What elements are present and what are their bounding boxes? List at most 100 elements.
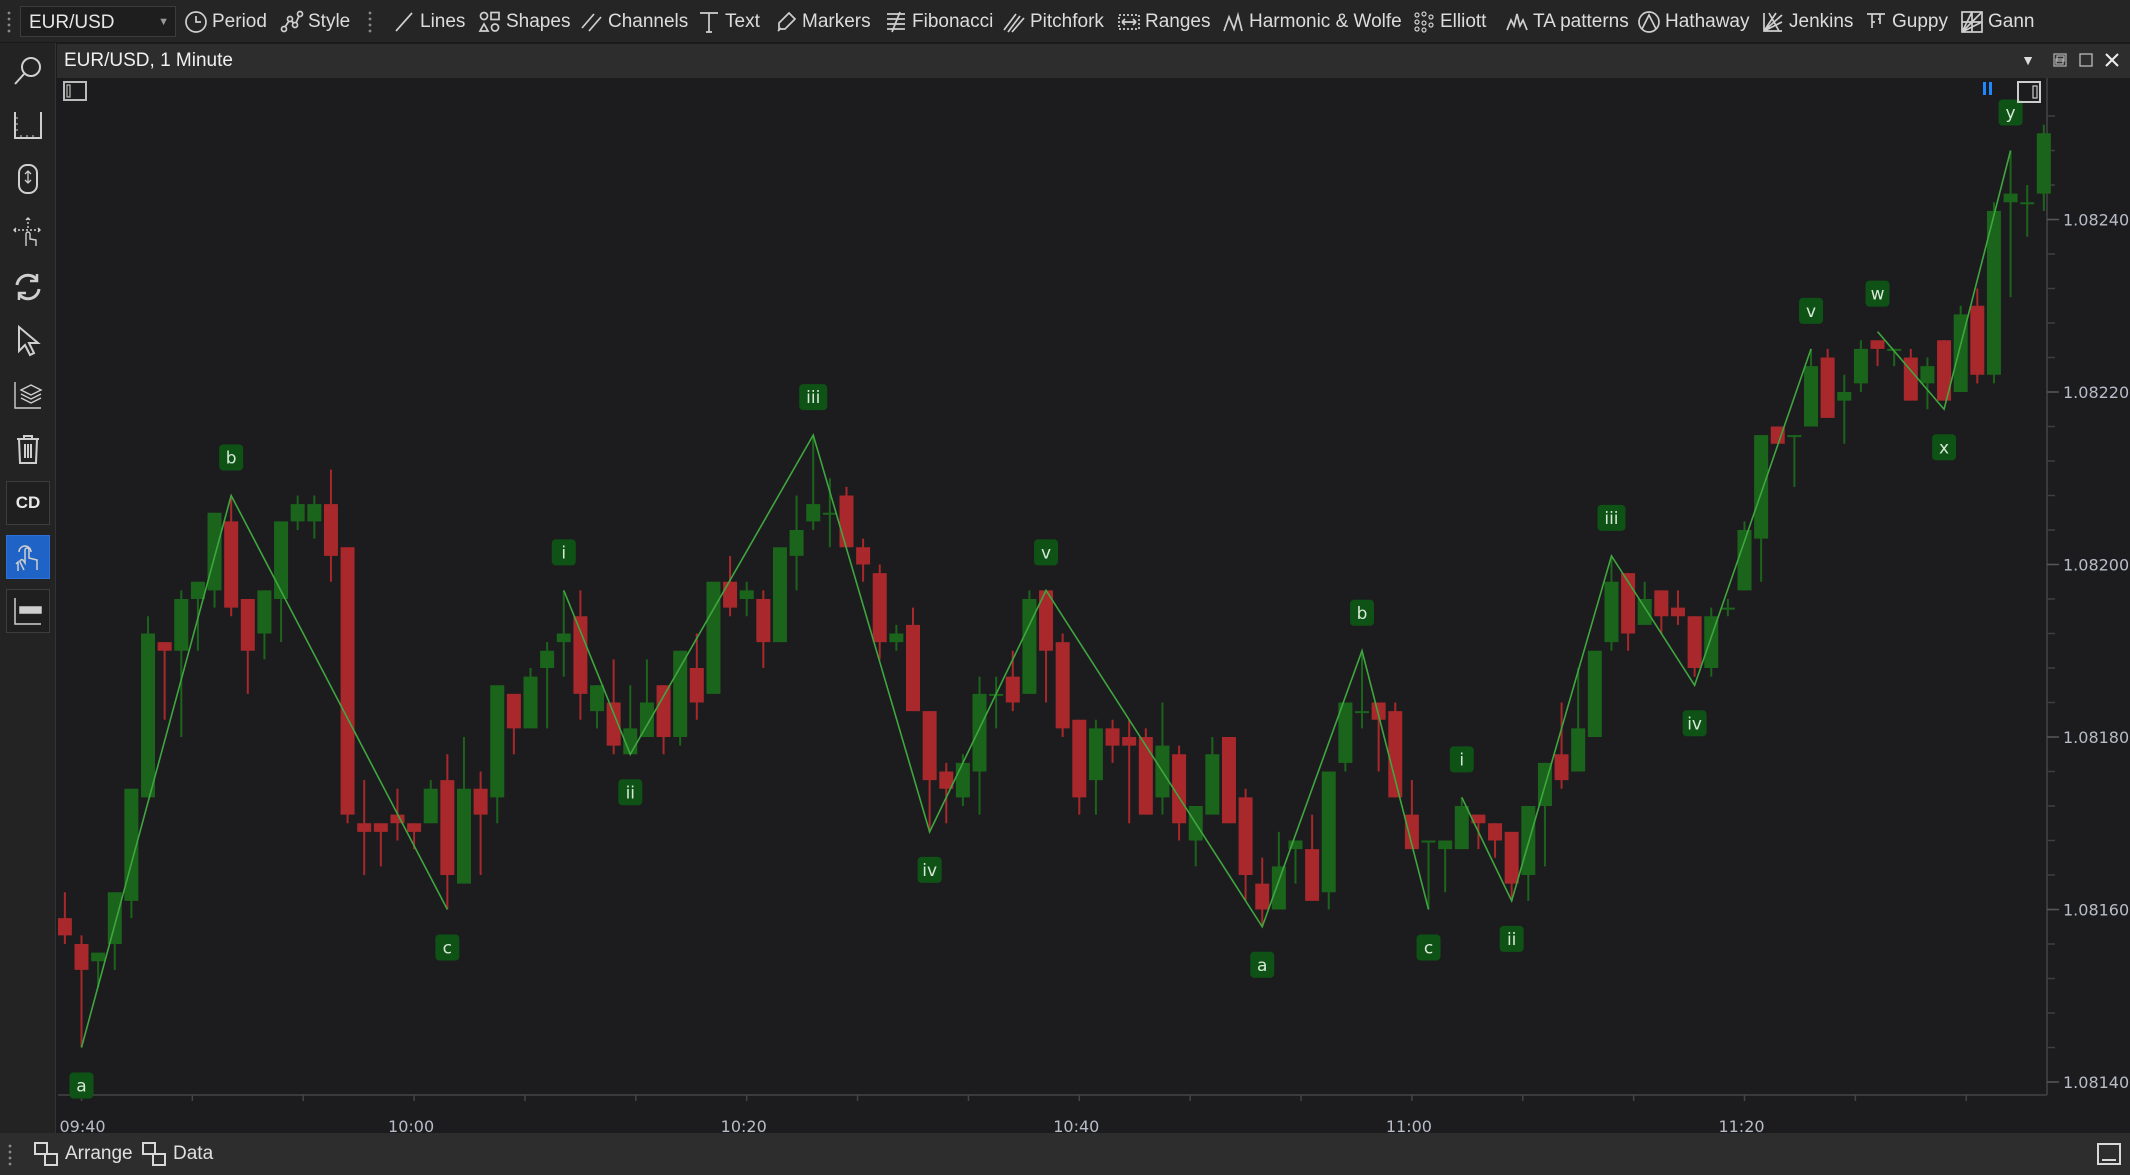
candle-09:52[interactable] (274, 521, 289, 643)
candle-11:00[interactable] (1404, 780, 1419, 850)
wave-label-c[interactable]: c (435, 934, 460, 961)
wave-label-i[interactable]: i (1449, 746, 1474, 773)
candle-11:10[interactable] (1571, 668, 1586, 772)
candle-11:26[interactable] (1837, 374, 1852, 444)
wave-label-iii[interactable]: iii (1597, 504, 1626, 531)
candle-09:55[interactable] (323, 469, 338, 582)
cd-button[interactable]: CD (6, 481, 50, 525)
one-click-trading-button[interactable] (6, 535, 50, 579)
candle-09:53[interactable] (290, 495, 305, 531)
candle-10:34[interactable] (972, 676, 987, 815)
pitchfork-button[interactable]: Pitchfork (1002, 0, 1104, 43)
wave-label-v[interactable]: v (1799, 297, 1824, 324)
candle-11:28[interactable] (1870, 340, 1885, 367)
wave-label-ii[interactable]: ii (1499, 925, 1524, 952)
candle-09:51[interactable] (257, 590, 272, 660)
data-button[interactable]: Data (141, 1133, 213, 1175)
candle-11:18[interactable] (1704, 607, 1719, 677)
candle-10:08[interactable] (540, 642, 555, 729)
candle-09:42[interactable] (107, 892, 122, 970)
ranges-button[interactable]: Ranges (1117, 0, 1211, 43)
candle-10:18[interactable] (706, 581, 721, 694)
candle-10:21[interactable] (756, 590, 771, 668)
candle-10:23[interactable] (789, 495, 804, 591)
wave-label-ii[interactable]: ii (618, 779, 643, 806)
candle-10:03[interactable] (456, 737, 471, 884)
candle-10:17[interactable] (689, 633, 704, 720)
candle-09:57[interactable] (357, 780, 372, 875)
candle-09:50[interactable] (240, 599, 255, 694)
lines-button[interactable]: Lines (392, 0, 465, 43)
text-button[interactable]: Text (697, 0, 760, 43)
candle-10:22[interactable] (772, 547, 787, 643)
wave-label-b[interactable]: b (1350, 599, 1375, 626)
mouse-scroll-button[interactable] (6, 157, 50, 201)
candle-10:07[interactable] (523, 668, 538, 729)
restore-button[interactable] (2049, 49, 2071, 71)
fibonacci-button[interactable]: Fibonacci (884, 0, 993, 43)
candle-10:56[interactable] (1338, 702, 1353, 772)
candle-10:10[interactable] (573, 590, 588, 720)
wave-label-x[interactable]: x (1932, 434, 1957, 461)
close-button[interactable] (2101, 49, 2123, 71)
elliott-wave-line[interactable] (1461, 348, 1812, 904)
candle-10:55[interactable] (1321, 771, 1336, 910)
candle-10:57[interactable] (1355, 650, 1370, 729)
pan-tool-button[interactable] (6, 211, 50, 255)
candle-10:42[interactable] (1105, 719, 1120, 763)
candle-10:38[interactable] (1039, 590, 1054, 703)
wave-label-a[interactable]: a (1250, 951, 1275, 978)
harmonic-wolfe-button[interactable]: Harmonic & Wolfe (1221, 0, 1402, 43)
candle-09:46[interactable] (174, 590, 189, 737)
candle-11:14[interactable] (1637, 581, 1652, 625)
refresh-button[interactable] (6, 265, 50, 309)
candle-11:06[interactable] (1504, 831, 1519, 901)
candle-11:20[interactable] (1737, 521, 1752, 591)
candle-10:50[interactable] (1238, 788, 1253, 901)
order-bar-button[interactable] (6, 589, 50, 633)
candle-09:44[interactable] (141, 616, 156, 798)
candle-10:05[interactable] (490, 685, 505, 824)
guppy-button[interactable]: Guppy (1864, 0, 1948, 43)
candle-10:12[interactable] (606, 659, 621, 755)
candle-10:09[interactable] (556, 590, 571, 677)
window-menu-button[interactable]: ▼ (2017, 49, 2039, 71)
symbol-select[interactable]: EUR/USD ▼ (20, 6, 176, 37)
wave-label-a[interactable]: a (69, 1072, 94, 1099)
candle-10:52[interactable] (1271, 831, 1286, 910)
price-chart[interactable]: 1.08140 1.08160 1.08180 1.08200 1.08220 1.082… (57, 78, 2130, 1136)
candle-10:49[interactable] (1221, 737, 1236, 824)
candle-10:28[interactable] (872, 564, 887, 660)
layers-button[interactable] (6, 373, 50, 417)
candle-10:06[interactable] (506, 693, 521, 755)
wave-label-b[interactable]: b (219, 444, 244, 471)
candle-11:34[interactable] (1970, 288, 1985, 384)
candle-09:40[interactable] (74, 935, 89, 1048)
zoom-tool-button[interactable] (6, 49, 50, 93)
candle-10:30[interactable] (906, 607, 920, 712)
style-button[interactable]: Style (280, 0, 350, 43)
elliott-button[interactable]: Elliott (1412, 0, 1486, 43)
gann-button[interactable]: Gann (1960, 0, 2034, 43)
markers-button[interactable]: Markers (774, 0, 871, 43)
candle-10:41[interactable] (1088, 719, 1103, 815)
candle-09:43[interactable] (124, 788, 139, 919)
wave-label-y[interactable]: y (1998, 99, 2023, 126)
candle-11:09[interactable] (1554, 702, 1569, 789)
elliott-wave-line[interactable] (563, 433, 1430, 929)
hathaway-button[interactable]: Hathaway (1637, 0, 1750, 43)
candle-10:20[interactable] (739, 581, 754, 617)
candle-10:31[interactable] (922, 711, 937, 832)
candle-10:29[interactable] (889, 624, 904, 651)
delete-button[interactable] (6, 427, 50, 471)
candle-09:58[interactable] (373, 823, 388, 867)
wave-label-c[interactable]: c (1416, 934, 1441, 961)
right-panel-toggle-icon[interactable] (2017, 81, 2041, 103)
candle-10:53[interactable] (1288, 840, 1303, 884)
select-tool-button[interactable] (6, 319, 50, 363)
candle-11:19[interactable] (1720, 599, 1735, 617)
ta-patterns-button[interactable]: TA patterns (1505, 0, 1629, 43)
candle-11:17[interactable] (1687, 616, 1702, 677)
candle-10:01[interactable] (423, 780, 438, 824)
candle-11:37[interactable] (2020, 185, 2035, 237)
